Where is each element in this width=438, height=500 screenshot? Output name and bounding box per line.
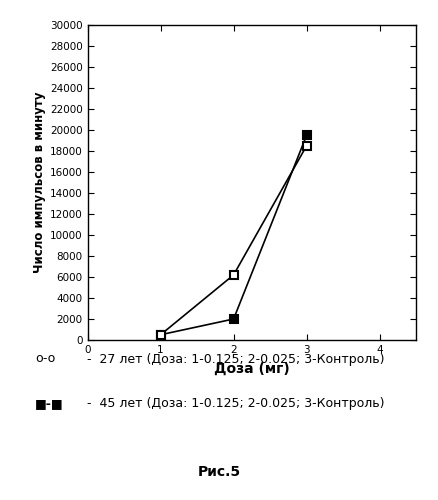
Text: -  27 лет (Доза: 1-0.125; 2-0.025; 3-Контроль): - 27 лет (Доза: 1-0.125; 2-0.025; 3-Конт… (83, 352, 385, 366)
Y-axis label: Число импульсов в минуту: Число импульсов в минуту (33, 92, 46, 273)
Text: -  45 лет (Доза: 1-0.125; 2-0.025; 3-Контроль): - 45 лет (Доза: 1-0.125; 2-0.025; 3-Конт… (83, 398, 385, 410)
Text: Рис.5: Рис.5 (198, 465, 240, 479)
Text: ■-■: ■-■ (35, 398, 64, 410)
Text: o-o: o-o (35, 352, 55, 366)
X-axis label: Доза (мг): Доза (мг) (214, 362, 290, 376)
